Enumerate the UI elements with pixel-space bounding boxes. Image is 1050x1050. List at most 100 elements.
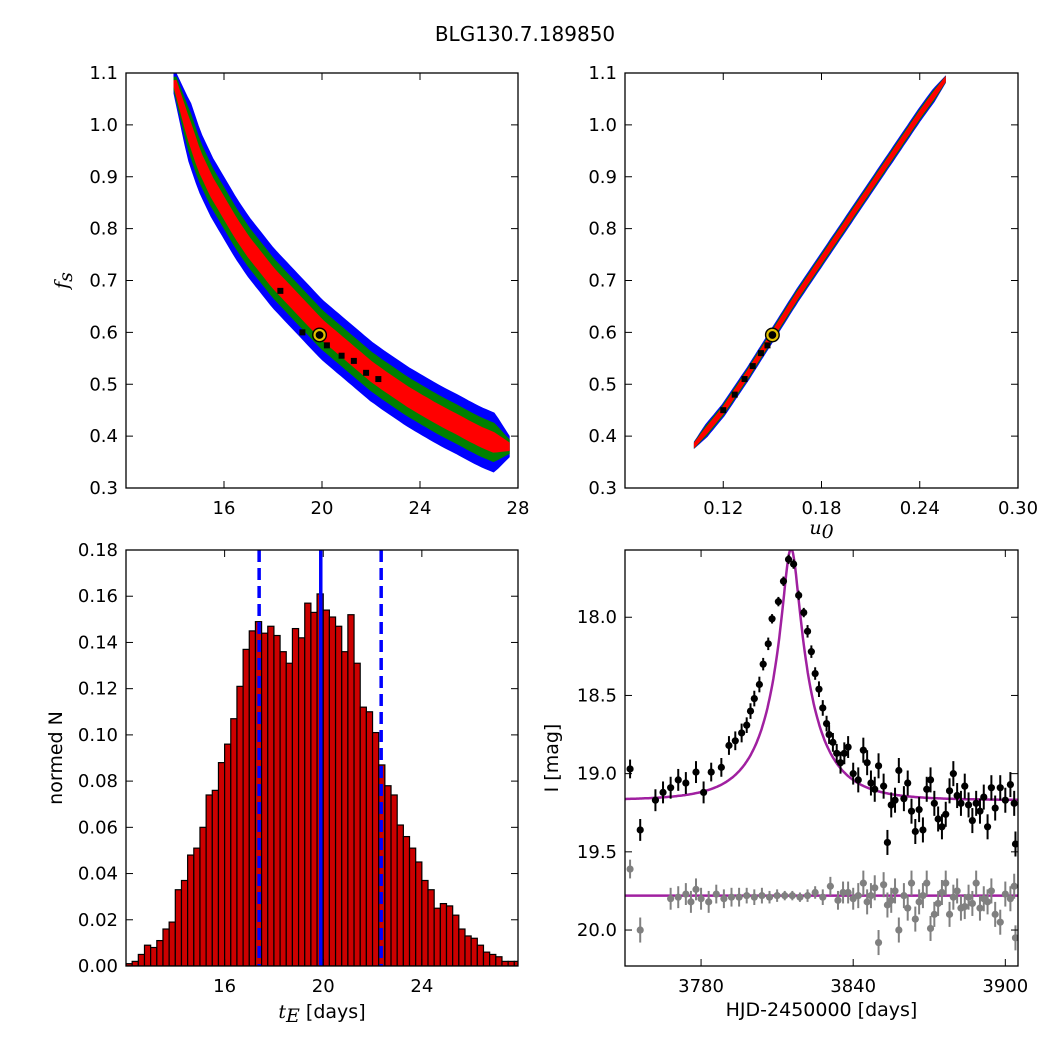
x-axis-label: u0 [809,517,833,543]
data-point [781,892,789,900]
y-tick-label: 0.04 [78,864,118,885]
y-tick-label: 19.5 [577,842,617,863]
data-point [900,892,908,900]
data-point [949,893,957,901]
y-tick-label: 0.8 [588,219,617,240]
data-point [626,765,634,773]
histogram-bar [230,718,238,966]
data-point [1001,890,1009,898]
data-point [863,898,871,906]
data-point [682,779,690,787]
data-point [746,707,755,715]
data-point [871,785,879,793]
histogram-bar [156,939,164,966]
sample-point [720,407,727,414]
data-point [919,892,927,900]
data-point [934,815,942,823]
data-point [735,893,743,901]
x-tick-label: 20 [311,498,334,519]
data-point [964,801,973,809]
data-point [784,555,793,563]
histogram-bar [390,794,398,966]
data-point [961,782,969,790]
histogram-bar [421,879,429,966]
histogram-bar [297,637,306,966]
data-point [659,788,667,797]
histogram-bar [334,625,343,966]
data-point [727,893,736,901]
data-point [758,892,766,900]
data-point [720,895,728,903]
data-point [942,879,950,887]
data-point [725,741,733,750]
data-point [674,776,682,784]
histogram-bars [126,550,518,966]
data-point [874,762,883,770]
histogram-bar [408,847,417,966]
data-point [833,749,841,757]
histogram-bar [267,625,275,966]
histogram-bar [248,630,257,966]
histogram-bar [291,627,300,966]
y-tick-label: 0.06 [78,817,118,838]
data-point [938,823,946,831]
x-tick-label: 0.30 [998,498,1038,519]
sample-point [375,376,382,383]
data-point [651,796,660,804]
y-tick-label: 0.4 [89,426,118,447]
data-point [953,887,961,895]
data-point [795,591,803,599]
data-point [1010,799,1018,807]
y-tick-label: 0.6 [89,322,118,343]
data-point [750,893,758,901]
data-point [891,796,899,804]
data-point [926,924,935,933]
panel-te-histogram: 16 20 24 0.00 0.02 0.04 0.06 0.08 0.10 0.12 0.14 0.… [45,540,519,1027]
data-point [765,893,774,901]
data-point [923,785,931,793]
data-point [915,898,923,906]
y-axis-label: normed N [45,711,67,805]
histogram-bar [205,794,213,966]
data-point [867,892,875,900]
sample-point [741,376,748,383]
sample-point [350,357,357,364]
histogram-bar [285,662,294,966]
x-tick-label: 20 [312,976,335,997]
y-tick-label: 0.8 [89,219,118,240]
y-tick-label: 0.7 [89,271,118,292]
histogram-bar [439,902,448,966]
data-point [807,648,815,656]
histogram-bar [310,611,318,966]
y-tick-label: 1.1 [89,63,118,84]
sample-point [764,342,771,349]
data-point [911,915,919,923]
data-point [815,685,823,693]
data-point [750,694,758,703]
data-point [915,806,923,814]
data-point [849,770,857,778]
y-tick-label: 0.4 [588,426,617,447]
data-point [972,799,980,807]
sample-point [323,342,330,349]
data-point [874,938,883,947]
data-point [705,898,713,906]
histogram-bar [224,743,232,966]
data-point [987,887,995,895]
data-point [692,885,700,893]
y-tick-label: 0.7 [588,271,617,292]
data-point [968,816,976,825]
data-point [895,926,903,934]
data-point [788,892,796,900]
histogram-bar [489,953,497,966]
data-point [900,795,908,803]
panel-fs-vs-u0: 0.12 0.18 0.24 0.30 0.3 0.4 0.5 0.6 0.7 0.8 0.9 1.0… [588,63,1038,543]
histogram-bar [236,685,244,966]
data-point [755,680,763,689]
data-point [964,893,973,901]
data-point [667,895,675,903]
histogram-bar [217,762,226,966]
histogram-bar [242,648,250,966]
y-tick-label: 19.0 [577,764,617,785]
